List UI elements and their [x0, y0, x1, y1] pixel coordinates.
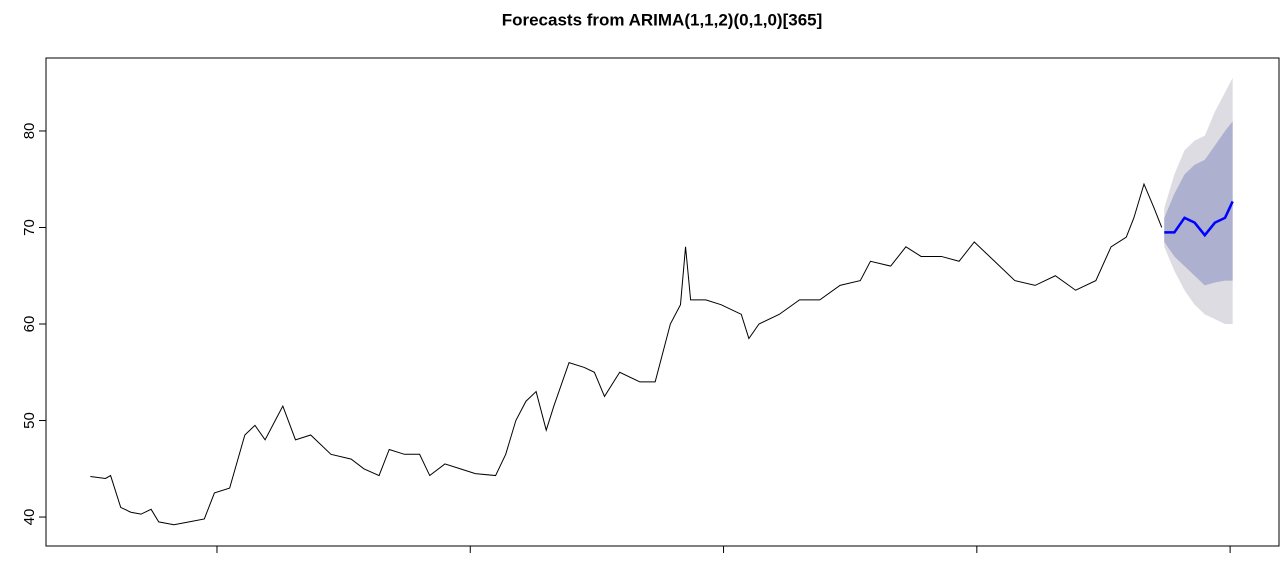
plot-frame — [45, 57, 1280, 547]
prediction-interval — [1164, 121, 1233, 286]
y-tick-label: 40 — [21, 509, 38, 526]
history-line — [90, 182, 1163, 526]
chart-title: Forecasts from ARIMA(1,1,2)(0,1,0)[365] — [502, 10, 823, 29]
forecast-line — [1164, 200, 1234, 238]
y-tick-label: 80 — [21, 123, 38, 140]
y-tick-label: 50 — [21, 412, 38, 429]
y-tick-label: 70 — [21, 219, 38, 236]
y-tick-label: 60 — [21, 316, 38, 333]
